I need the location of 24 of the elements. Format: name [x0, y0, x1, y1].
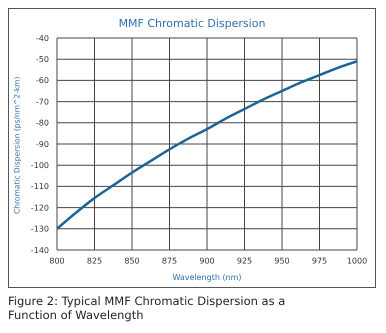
x-tick-label: 800	[49, 256, 65, 266]
y-tick-label: -90	[36, 140, 49, 149]
x-tick-label: 875	[162, 256, 178, 266]
y-tick-label: -70	[36, 97, 49, 106]
caption: Figure 2: Typical MMF Chromatic Dispersion as a Function of Wavelength	[8, 294, 286, 322]
chart-title: MMF Chromatic Dispersion	[118, 17, 266, 30]
x-tick-label: 975	[312, 256, 328, 266]
y-tick-label: -60	[36, 76, 49, 86]
y-tick-label: -140	[30, 246, 49, 255]
x-tick-label: 950	[274, 256, 290, 266]
x-axis-title: Wavelength (nm)	[172, 273, 242, 282]
x-tick-label: 825	[86, 256, 102, 266]
y-tick-label: -120	[30, 203, 49, 212]
line-series	[57, 60, 357, 230]
y-tick-label: -40	[36, 34, 49, 43]
x-tick-label: 850	[124, 256, 140, 266]
y-tick-label: -100	[30, 161, 49, 170]
y-tick-label: -80	[36, 118, 49, 128]
x-tick-label: 1000	[346, 256, 368, 266]
y-tick-label: -50	[36, 55, 49, 64]
x-tick-label: 900	[199, 256, 215, 266]
x-tick-label: 925	[236, 256, 252, 266]
y-tick-label: -130	[30, 224, 49, 234]
y-tick-label: -110	[30, 182, 49, 192]
